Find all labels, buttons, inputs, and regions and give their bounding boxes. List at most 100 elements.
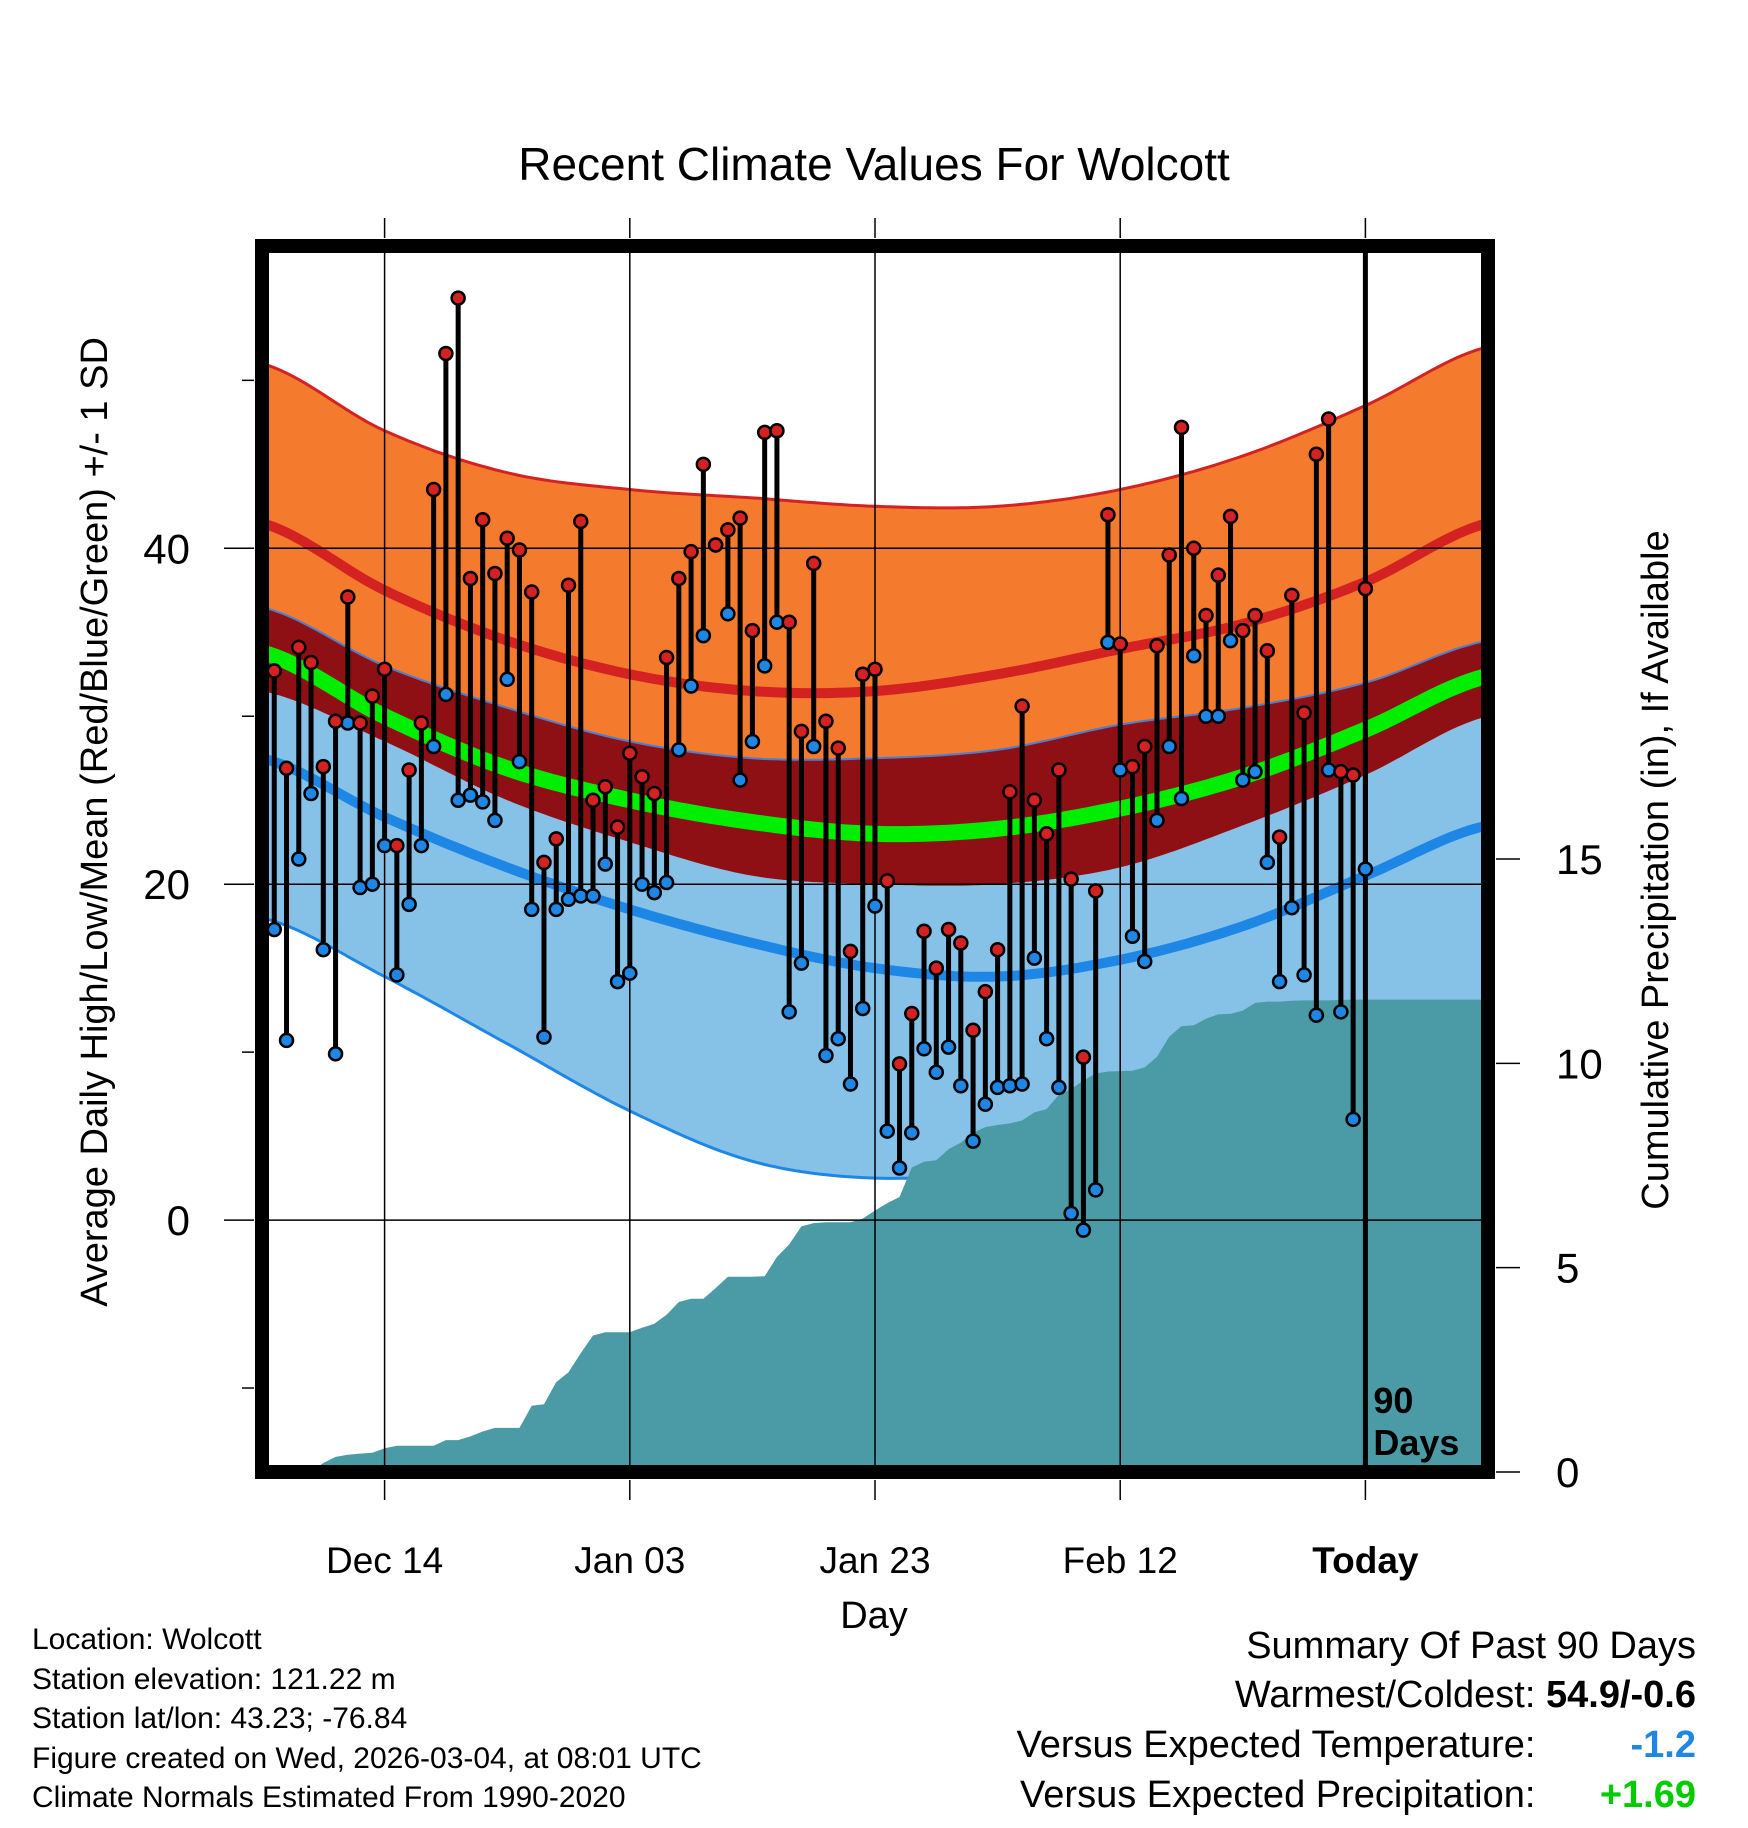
daily-low-point	[1186, 648, 1202, 664]
daily-low-point	[879, 1123, 896, 1139]
daily-low-point	[609, 973, 626, 990]
daily-high-point	[720, 522, 736, 538]
daily-low-point	[1210, 708, 1227, 724]
daily-high-point	[609, 819, 626, 835]
daily-high-point	[769, 422, 785, 439]
daily-high-point	[450, 290, 466, 306]
daily-low-point	[1235, 772, 1251, 788]
daily-low-point	[1038, 1030, 1055, 1047]
daily-high-point	[732, 510, 748, 526]
daily-low-point	[389, 967, 405, 983]
daily-low-point	[327, 1046, 344, 1062]
daily-low-point	[891, 1160, 908, 1176]
precip-value: +1.69	[1599, 1774, 1696, 1816]
daily-high-point	[278, 760, 295, 777]
daily-low-point	[940, 1039, 957, 1055]
y2-tick-label: 5	[1556, 1245, 1579, 1292]
daily-low-point	[977, 1096, 994, 1112]
daily-low-point	[474, 794, 491, 810]
daily-high-point	[1345, 767, 1361, 783]
precip-row: Versus Expected Precipitation: +1.69	[1017, 1770, 1696, 1820]
daily-high-point	[695, 456, 712, 473]
daily-high-point	[364, 688, 381, 704]
daily-high-point	[744, 622, 761, 639]
daily-low-point	[1063, 1205, 1079, 1222]
warmest-row: Warmest/Coldest: 54.9/-0.6	[1017, 1670, 1696, 1720]
daily-low-point	[842, 1076, 859, 1092]
daily-low-point	[720, 606, 736, 622]
daily-high-point	[340, 589, 356, 605]
daily-high-point	[462, 570, 479, 587]
daily-high-point	[1333, 763, 1349, 780]
daily-high-point	[1038, 826, 1055, 842]
daily-high-point	[327, 713, 344, 730]
daily-low-point	[548, 901, 564, 918]
daily-high-point	[303, 654, 319, 671]
daily-low-point	[953, 1077, 969, 1094]
daily-high-point	[487, 565, 503, 582]
daily-high-point	[1100, 506, 1116, 523]
daily-low-point	[499, 671, 515, 688]
daily-low-point	[438, 686, 454, 703]
daily-low-point	[683, 678, 699, 694]
daily-low-point	[671, 742, 687, 758]
daily-high-point	[1320, 411, 1337, 427]
daily-low-point	[965, 1133, 981, 1149]
daily-high-point	[1271, 829, 1288, 845]
daily-low-point	[928, 1064, 945, 1081]
y-axis-label: Average Daily High/Low/Mean (Red/Blue/Gr…	[74, 337, 116, 1307]
daily-low-point	[413, 837, 430, 854]
precip-label: Versus Expected Precipitation:	[1020, 1774, 1536, 1816]
daily-high-point	[805, 555, 822, 572]
daily-low-point	[487, 812, 503, 829]
daily-low-point	[695, 627, 712, 644]
x-tick-label: Dec 14	[326, 1540, 443, 1581]
daily-high-point	[1161, 547, 1177, 563]
daily-high-point	[1124, 758, 1141, 775]
daily-low-point	[401, 896, 417, 913]
daily-low-point	[818, 1047, 834, 1064]
daily-high-point	[413, 715, 430, 731]
daily-high-point	[1063, 871, 1079, 887]
daily-low-point	[511, 753, 528, 770]
today-days-label: 90	[1373, 1380, 1413, 1421]
daily-low-point	[1284, 899, 1300, 916]
daily-low-point	[867, 898, 883, 914]
daily-high-point	[658, 649, 675, 666]
daily-low-point	[1173, 790, 1190, 807]
y2-axis-label: Cumulative Precipitation (in), If Availa…	[1635, 530, 1677, 1209]
daily-low-point	[805, 738, 822, 755]
daily-high-point	[376, 661, 393, 677]
y2-tick-label: 15	[1556, 836, 1603, 883]
daily-high-point	[756, 424, 773, 441]
daily-low-point	[1259, 854, 1276, 871]
daily-high-point	[634, 768, 650, 785]
daily-high-point	[646, 785, 663, 802]
daily-high-point	[474, 512, 491, 528]
daily-high-point	[793, 723, 810, 740]
daily-high-point	[560, 577, 577, 593]
station-info: Location: Wolcott Station elevation: 121…	[32, 1620, 702, 1818]
daily-low-point	[658, 874, 675, 891]
daily-low-point	[1026, 950, 1043, 966]
daily-high-point	[989, 941, 1006, 958]
x-tick-label: Today	[1312, 1540, 1419, 1581]
elevation-text: Station elevation: 121.22 m	[32, 1662, 396, 1696]
y2-tick-label: 10	[1556, 1040, 1603, 1087]
daily-low-point	[1271, 973, 1288, 990]
daily-low-point	[1345, 1111, 1361, 1128]
daily-high-point	[352, 715, 368, 731]
x-tick-label: Jan 03	[574, 1540, 685, 1581]
daily-low-point	[732, 772, 748, 788]
daily-high-point	[499, 530, 515, 546]
daily-low-point	[1014, 1076, 1030, 1092]
daily-low-point	[1136, 953, 1153, 970]
temp-value: -1.2	[1630, 1724, 1696, 1766]
daily-high-point	[818, 713, 834, 730]
daily-low-point	[585, 888, 601, 904]
y-tick-label: 20	[143, 861, 190, 908]
x-axis-label: Day	[840, 1595, 908, 1637]
daily-low-point	[266, 921, 283, 938]
daily-low-point	[1333, 1004, 1349, 1020]
location-text: Location: Wolcott	[32, 1623, 262, 1656]
